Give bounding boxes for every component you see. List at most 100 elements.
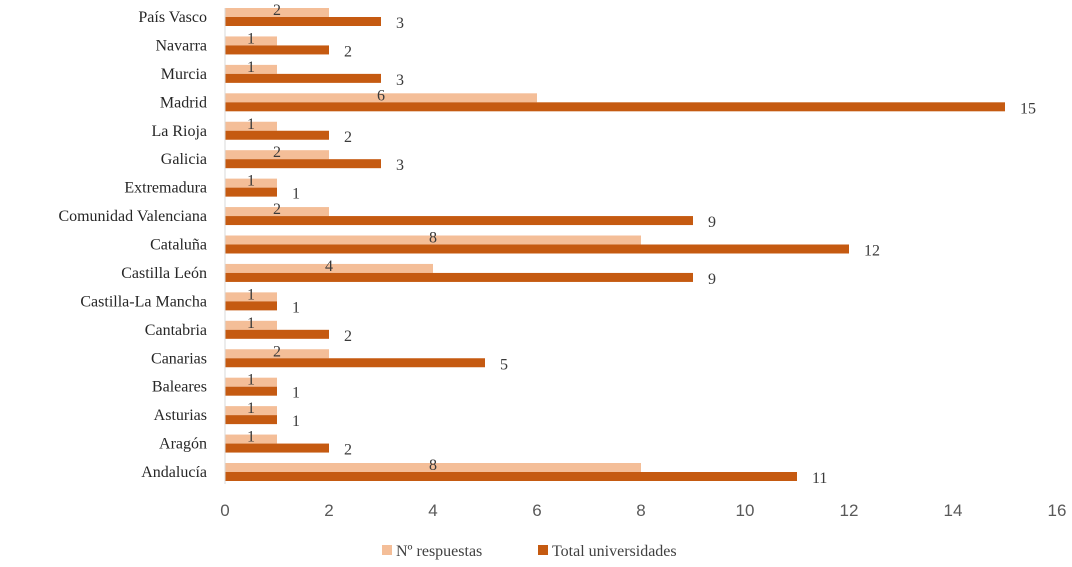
data-label-total-universidades: 9 (708, 271, 716, 288)
category-label: Castilla León (121, 265, 207, 282)
x-tick-label: 16 (1048, 501, 1067, 520)
bar-total-universidades (225, 244, 849, 254)
bar-total-universidades (225, 187, 277, 197)
category-label: Navarra (155, 37, 207, 54)
data-label-total-universidades: 2 (344, 328, 352, 345)
bar-total-universidades (225, 329, 329, 339)
category-label: Canarias (151, 350, 207, 367)
data-label-total-universidades: 3 (396, 15, 404, 32)
bar-total-universidades (225, 102, 1005, 112)
bar-respuestas (225, 263, 433, 273)
category-label: Murcia (161, 66, 207, 83)
data-label-total-universidades: 9 (708, 214, 716, 231)
data-label-respuestas: 2 (273, 201, 281, 218)
data-label-respuestas: 2 (273, 343, 281, 360)
category-label: Galicia (161, 151, 207, 168)
category-label: Aragón (159, 436, 207, 453)
data-label-total-universidades: 2 (344, 442, 352, 459)
bar-total-universidades (225, 73, 381, 83)
data-label-respuestas: 8 (429, 230, 437, 247)
data-label-respuestas: 8 (429, 457, 437, 474)
x-tick-label: 14 (944, 501, 963, 520)
bar-respuestas (225, 406, 277, 416)
bar-respuestas (225, 377, 277, 387)
bar-total-universidades (225, 358, 485, 368)
bar-total-universidades (225, 415, 277, 425)
category-label: Baleares (152, 379, 207, 396)
bar-respuestas (225, 207, 329, 217)
data-label-total-universidades: 1 (292, 385, 300, 402)
x-tick-label: 12 (840, 501, 859, 520)
bar-total-universidades (225, 216, 693, 226)
bar-respuestas (225, 349, 329, 359)
category-label: Extremadura (124, 180, 207, 197)
data-label-total-universidades: 3 (396, 72, 404, 89)
x-tick-label: 2 (324, 501, 333, 520)
bar-respuestas (225, 36, 277, 46)
x-tick-label: 6 (532, 501, 541, 520)
bar-total-universidades (225, 386, 277, 396)
data-label-respuestas: 1 (247, 173, 255, 190)
x-tick-label: 8 (636, 501, 645, 520)
data-label-respuestas: 2 (273, 144, 281, 161)
data-label-respuestas: 1 (247, 315, 255, 332)
x-axis-tick-labels: 0 2 4 6 8 10 12 14 16 (220, 501, 1066, 520)
x-tick-label: 4 (428, 501, 437, 520)
data-label-total-universidades: 15 (1020, 100, 1036, 117)
data-label-respuestas: 1 (247, 372, 255, 389)
bar-total-universidades (225, 272, 693, 282)
data-label-respuestas: 6 (377, 87, 385, 104)
bar-respuestas (225, 8, 329, 17)
legend-swatch-respuestas (382, 545, 392, 555)
bar-respuestas (225, 463, 641, 472)
category-label: Cantabria (145, 322, 207, 339)
x-tick-label: 0 (220, 501, 229, 520)
data-label-total-universidades: 1 (292, 186, 300, 203)
category-label: Andalucía (141, 464, 207, 481)
category-label: La Rioja (151, 123, 207, 140)
legend-label-total-universidades: Total universidades (552, 543, 677, 560)
legend-swatch-total-universidades (538, 545, 548, 555)
data-label-total-universidades: 1 (292, 299, 300, 316)
bar-respuestas (225, 64, 277, 74)
bar-total-universidades (225, 17, 381, 26)
category-label: País Vasco (138, 9, 207, 26)
data-label-total-universidades: 11 (812, 470, 827, 487)
data-label-total-universidades: 3 (396, 157, 404, 174)
bar-total-universidades (225, 159, 381, 169)
data-label-respuestas: 1 (247, 116, 255, 133)
bar-respuestas (225, 434, 277, 444)
bar-respuestas (225, 121, 277, 131)
bar-total-universidades (225, 130, 329, 140)
bar-respuestas (225, 292, 277, 302)
category-label: Asturias (154, 407, 207, 424)
category-label: Cataluña (150, 237, 207, 254)
data-label-respuestas: 4 (325, 258, 333, 275)
bar-total-universidades (225, 443, 329, 453)
data-label-total-universidades: 12 (864, 243, 880, 260)
bar-respuestas (225, 150, 329, 160)
legend: Nº respuestas Total universidades (382, 543, 677, 560)
data-label-respuestas: 1 (247, 429, 255, 446)
bar-respuestas (225, 178, 277, 188)
data-label-respuestas: 1 (247, 400, 255, 417)
bar-total-universidades (225, 472, 797, 481)
bar-total-universidades (225, 45, 329, 55)
x-tick-label: 10 (736, 501, 755, 520)
data-label-respuestas: 2 (273, 2, 281, 19)
category-label: Madrid (160, 94, 207, 111)
data-label-respuestas: 1 (247, 30, 255, 47)
data-label-respuestas: 1 (247, 286, 255, 303)
bar-respuestas (225, 320, 277, 330)
data-label-total-universidades: 2 (344, 43, 352, 60)
bars-group (225, 8, 1005, 481)
legend-label-respuestas: Nº respuestas (396, 543, 482, 560)
category-labels: Andalucía Aragón Asturias Baleares Canarias C… (58, 9, 207, 481)
bar-total-universidades (225, 301, 277, 311)
bar-respuestas (225, 93, 537, 103)
category-label: Comunidad Valenciana (58, 208, 207, 225)
category-label: Castilla-La Mancha (80, 293, 207, 310)
data-label-respuestas: 1 (247, 59, 255, 76)
